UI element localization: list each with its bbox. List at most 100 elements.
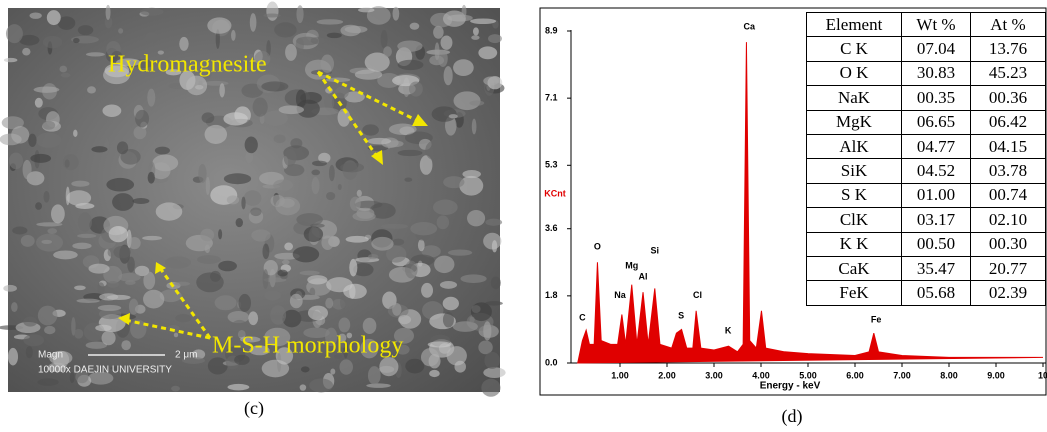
table-row: C K07.0413.76	[807, 37, 1046, 61]
grain	[301, 366, 310, 372]
grain	[368, 366, 381, 385]
grain	[198, 164, 206, 183]
grain	[51, 204, 65, 223]
grain	[462, 5, 467, 18]
grain	[454, 361, 466, 373]
grain	[112, 193, 134, 211]
grain	[102, 331, 116, 346]
grain	[117, 141, 128, 154]
table-cell: 30.83	[902, 61, 971, 85]
grain	[43, 36, 62, 49]
grain	[392, 239, 404, 246]
peak-label: Si	[651, 245, 660, 255]
grain	[340, 296, 346, 309]
peak-label: C	[579, 313, 586, 323]
grain	[325, 298, 333, 309]
grain	[366, 383, 390, 388]
grain	[432, 106, 457, 121]
grain	[74, 329, 83, 339]
grain	[491, 277, 501, 290]
grain	[309, 378, 333, 392]
grain	[175, 314, 191, 322]
grain	[453, 59, 474, 76]
y-tick-label: 1.8	[545, 290, 558, 300]
grain	[78, 212, 92, 231]
grain	[492, 240, 497, 252]
grain	[483, 321, 491, 340]
table-row: MgK06.6506.42	[807, 110, 1046, 134]
table-row: S K01.0000.74	[807, 183, 1046, 207]
grain	[250, 13, 257, 32]
composition-table: ElementWt %At %C K07.0413.76O K30.8345.2…	[806, 12, 1046, 306]
table-row: ClK03.1702.10	[807, 208, 1046, 232]
grain	[245, 136, 258, 153]
table-cell: 06.65	[902, 110, 971, 134]
grain	[368, 138, 392, 145]
grain	[290, 294, 303, 309]
grain	[113, 246, 130, 259]
scale-text: Magn	[38, 350, 63, 361]
grain	[118, 28, 123, 33]
table-row: AlK04.7704.15	[807, 134, 1046, 158]
grain	[147, 89, 155, 107]
grain	[327, 33, 342, 39]
grain	[171, 386, 180, 392]
x-tick-label: 1.00	[611, 370, 629, 380]
table-row: NaK00.3500.36	[807, 86, 1046, 110]
grain	[9, 152, 23, 169]
grain	[312, 177, 320, 194]
grain	[393, 7, 400, 21]
grain	[398, 315, 411, 324]
grain	[44, 326, 55, 334]
grain	[443, 297, 459, 310]
grain	[11, 126, 29, 144]
grain	[63, 154, 79, 170]
grain	[87, 86, 96, 93]
grain	[410, 23, 420, 30]
peak-label: Mg	[625, 260, 638, 270]
grain	[440, 281, 457, 289]
grain	[77, 234, 96, 238]
grain	[215, 295, 237, 310]
grain	[409, 81, 423, 96]
table-row: K K00.5000.30	[807, 232, 1046, 256]
grain	[140, 8, 164, 16]
grain	[444, 66, 453, 85]
grain	[308, 306, 328, 321]
grain	[441, 35, 453, 49]
grain	[473, 27, 479, 35]
grain	[224, 173, 251, 184]
grain	[418, 239, 425, 251]
peak-label: Cl	[693, 290, 702, 300]
grain	[280, 198, 295, 207]
grain	[145, 32, 158, 43]
grain	[330, 369, 335, 375]
peak-label: S	[678, 311, 684, 321]
grain	[142, 236, 162, 240]
grain	[250, 208, 261, 217]
grain	[6, 24, 23, 43]
table-cell: 01.00	[902, 183, 971, 207]
grain	[264, 290, 280, 300]
grain	[335, 87, 349, 99]
y-axis-label: KCnt	[544, 188, 566, 198]
grain	[251, 229, 270, 241]
grain	[488, 34, 502, 43]
grain	[453, 321, 478, 332]
grain	[98, 305, 121, 311]
grain	[274, 135, 286, 144]
table-cell: 35.47	[902, 256, 971, 280]
grain	[304, 226, 323, 242]
table-cell: 04.15	[971, 134, 1046, 158]
grain	[22, 48, 30, 56]
table-cell: 00.50	[902, 232, 971, 256]
grain	[76, 299, 99, 303]
table-cell: 02.10	[971, 208, 1046, 232]
table-cell: FeK	[807, 281, 902, 305]
grain	[438, 50, 448, 67]
grain	[218, 229, 222, 239]
peak-label: Ca	[743, 22, 755, 32]
grain	[241, 197, 245, 210]
grain	[285, 44, 297, 61]
